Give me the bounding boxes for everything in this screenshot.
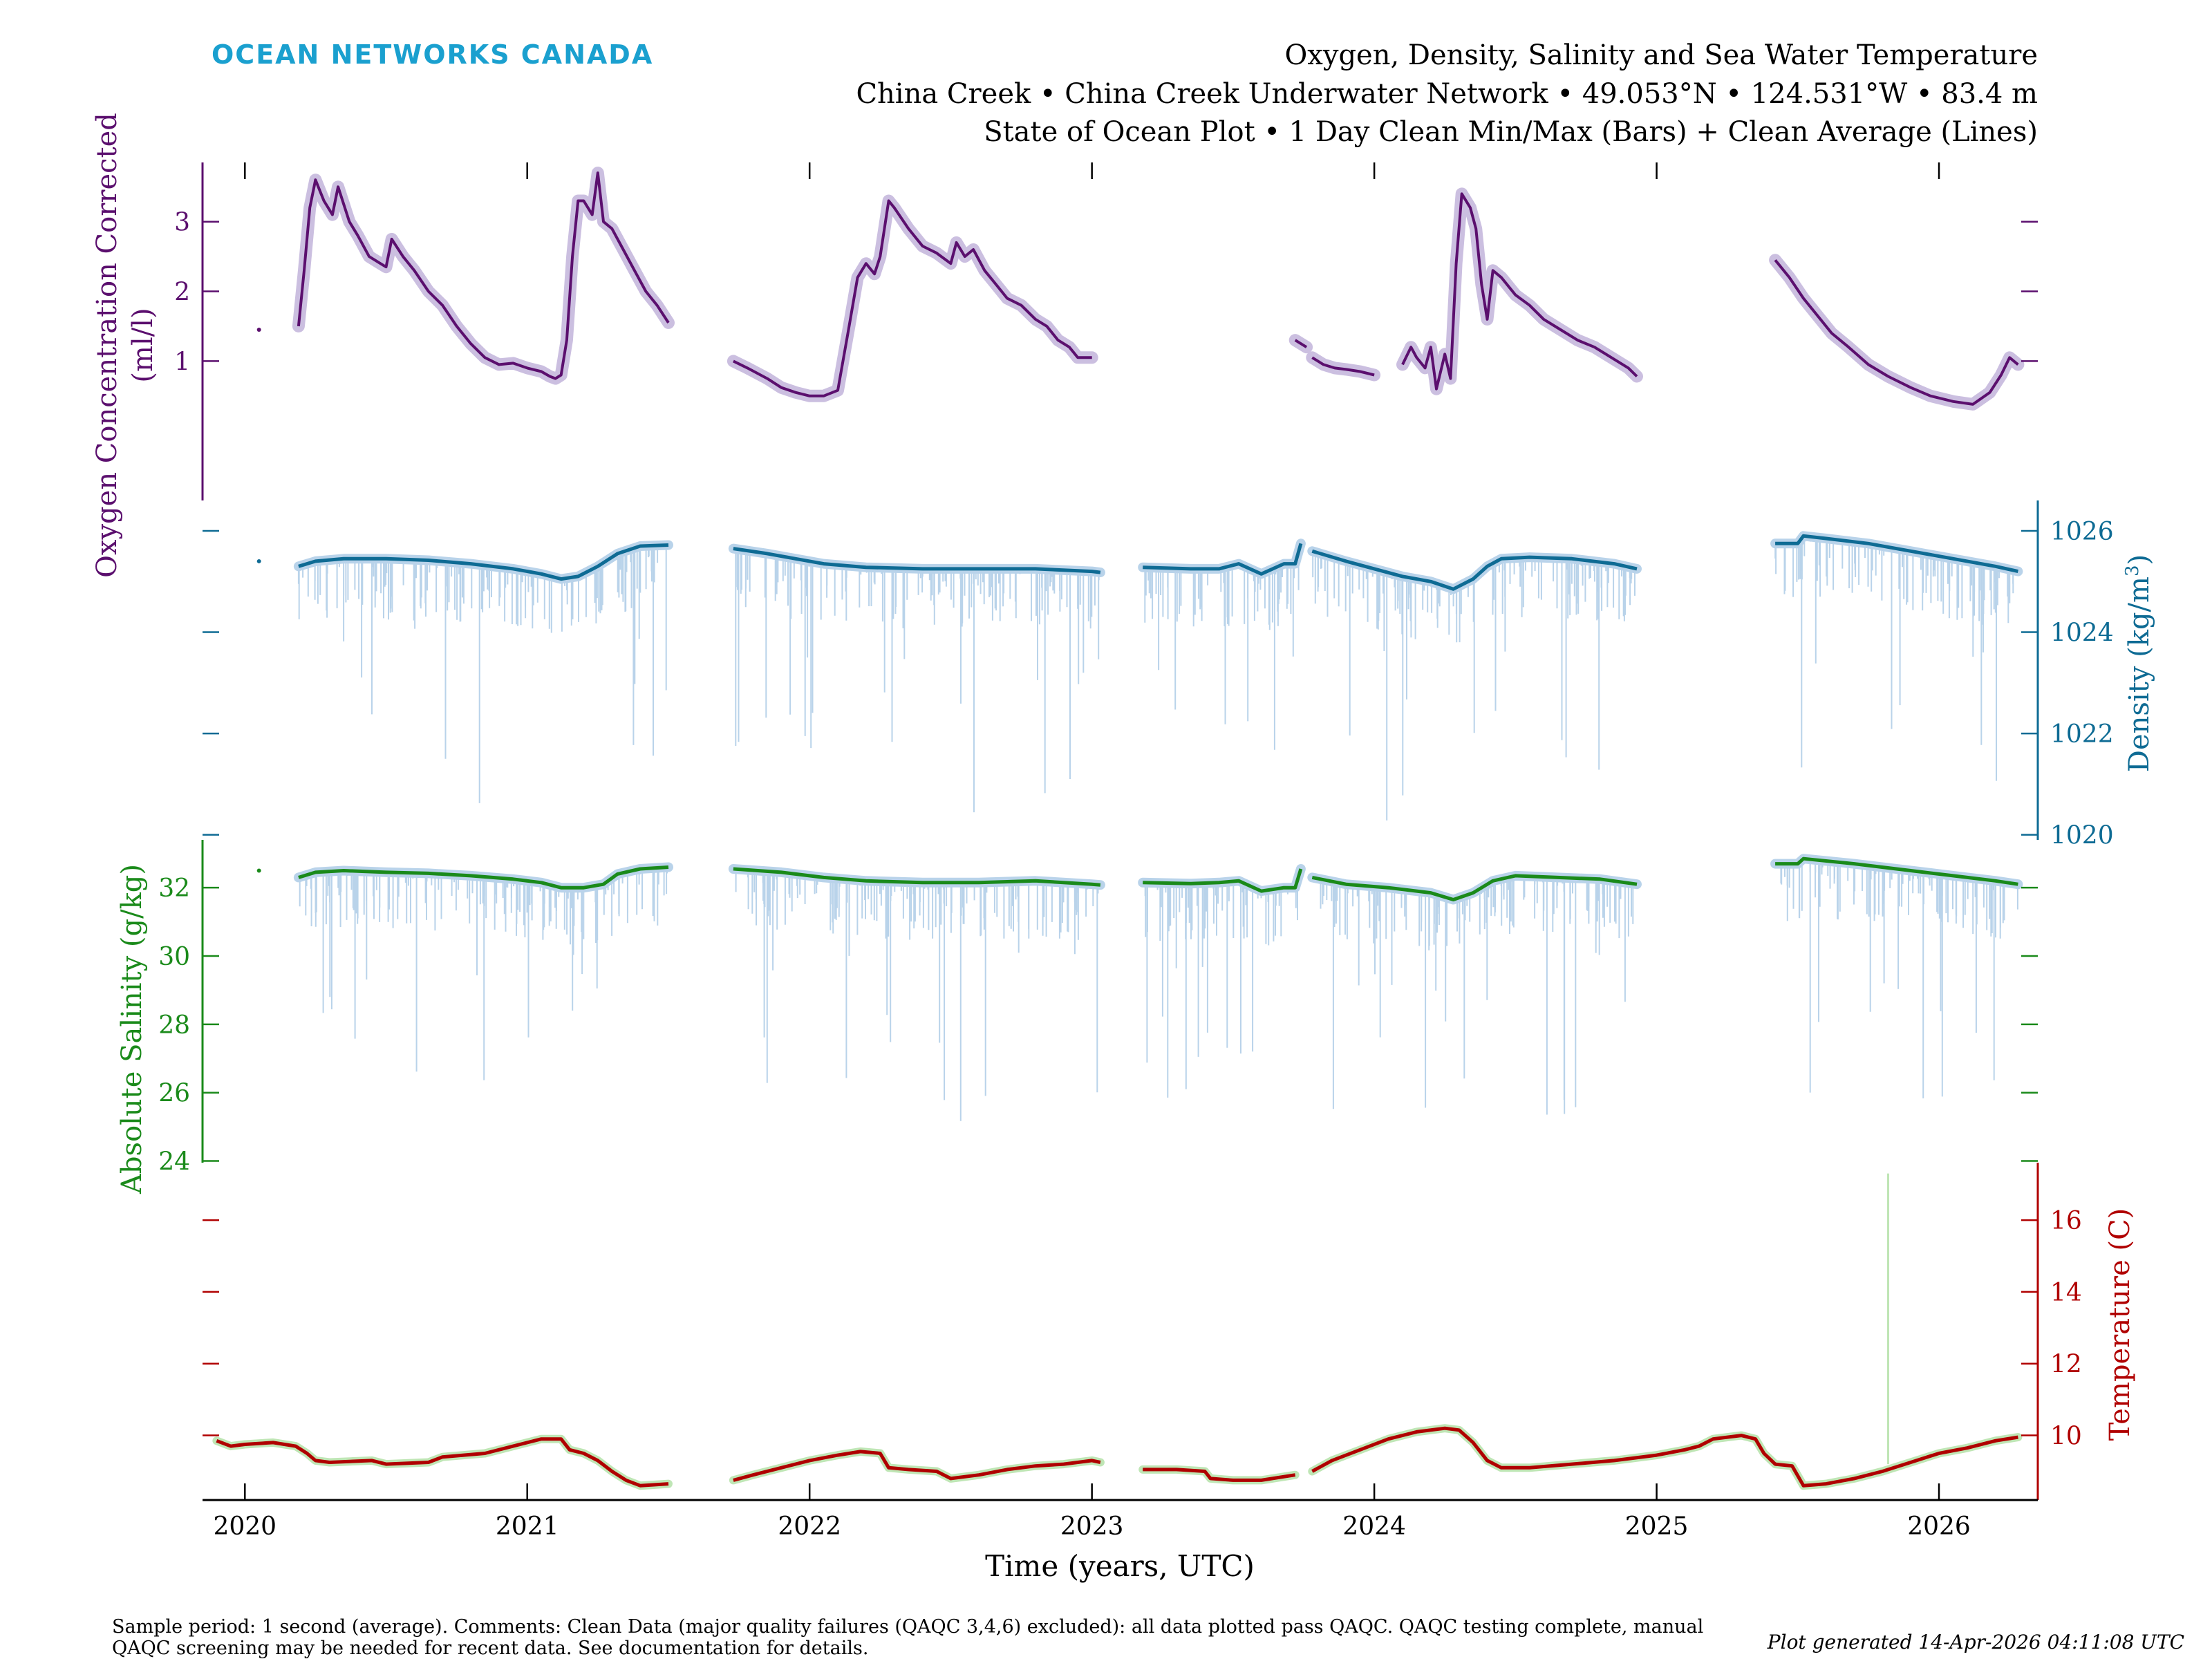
y-tick-label-2-3: 30 [158,943,190,971]
x-tick-label-6: 2026 [1907,1512,1971,1541]
y-tick-label-1-1: 1022 [2050,720,2114,749]
series-1-line-3 [1143,543,1303,576]
series-3-line-1 [733,1450,1101,1482]
y-tick-label-0-2: 3 [174,209,190,237]
series-0-line-1 [297,171,670,380]
y-tick-label-2-2: 28 [158,1011,190,1040]
y-tick-label-0-0: 1 [174,348,190,376]
y-axis-title-oxygen-line2: (ml/l) [127,308,159,382]
series-1-line-5 [1775,534,2018,574]
x-axis-label: Time (years, UTC) [985,1549,1255,1583]
spikes-2-segment-1 [299,867,668,1080]
y-axis-title-salinity-text: Absolute Salinity (g/kg) [116,864,148,1194]
y-tick-label-3-0: 10 [2050,1423,2082,1451]
x-tick-label-2: 2022 [778,1512,841,1541]
y-axis-title-density-text: Density (kg/m3) [2122,554,2155,772]
x-tick-label-5: 2025 [1625,1512,1689,1541]
y-tick-label-1-2: 1024 [2050,619,2114,648]
series-1-line-1 [298,543,669,581]
spikes-2-segment-5 [1780,859,2018,1098]
series-0-line-5 [1401,192,1638,391]
plot-area [212,167,2025,1490]
footer-comment-line2: QAQC screening may be needed for recent … [112,1638,868,1659]
series-3-line-3 [1311,1426,2018,1488]
y-tick-label-3-3: 16 [2050,1207,2082,1235]
series-1-line-4 [1311,549,1638,591]
spikes-2-segment-2 [735,869,1099,1121]
series-0-line-4 [1311,356,1375,377]
series-2-line-2 [733,867,1101,887]
spikes-1-segment-1 [297,545,667,803]
series-3-line-0 [216,1437,669,1488]
y-tick-label-3-2: 14 [2050,1279,2082,1307]
y-tick-label-2-0: 24 [158,1148,190,1177]
plot-generated-timestamp: Plot generated 14-Apr-2026 04:11:08 UTC [1767,1631,2184,1653]
x-tick-label-4: 2024 [1342,1512,1406,1541]
y-axis-title-temperature-text: Temperature (C) [2104,1208,2136,1441]
series-0-point-0 [256,327,261,332]
series-2-line-1 [298,865,669,890]
y-tick-label-0-1: 2 [174,279,190,307]
footer-comment-line1: Sample period: 1 second (average). Comme… [112,1616,1703,1638]
series-3-line-2 [1143,1468,1296,1482]
series-0-line-3 [1294,339,1308,348]
y-axis-title-oxygen-line1: Oxygen Concentration Corrected [91,113,123,578]
series-2-line-3 [1143,868,1303,893]
y-axis-title-oxygen: Oxygen Concentration Corrected (ml/l) [91,113,159,578]
series-1-line-2 [733,547,1101,574]
series-0-line-6 [1774,259,2019,406]
spikes-1-segment-4 [1312,551,1635,821]
series-2-line-5 [1775,856,2018,886]
y-tick-label-1-3: 1026 [2050,518,2114,546]
x-tick-label-0: 2020 [213,1512,276,1541]
y-axis-title-salinity: Absolute Salinity (g/kg) [116,864,148,1194]
y-axis-title-temperature: Temperature (C) [2104,1208,2136,1441]
y-tick-label-2-1: 26 [158,1080,190,1108]
y-axis-title-density: Density (kg/m3) [2122,554,2155,772]
x-tick-label-1: 2021 [496,1512,559,1541]
series-2-point-0 [256,868,261,873]
y-tick-label-1-0: 1020 [2050,822,2114,850]
spikes-1-segment-2 [735,549,1100,813]
chart-title: Oxygen, Density, Salinity and Sea Water … [1285,39,2038,71]
y-tick-label-3-1: 12 [2050,1351,2082,1379]
x-tick-label-3: 2023 [1060,1512,1124,1541]
y-tick-label-2-4: 32 [158,874,190,903]
spikes-1-segment-5 [1774,536,2014,781]
series-1-point-0 [256,559,261,563]
chart-subtitle-location: China Creek • China Creek Underwater Net… [856,78,2038,110]
chart-subtitle-plot-type: State of Ocean Plot • 1 Day Clean Min/Ma… [984,116,2038,148]
series-2-line-4 [1311,874,1638,901]
series-0-line-2 [733,199,1092,397]
brand-logo-text: OCEAN NETWORKS CANADA [212,39,653,70]
